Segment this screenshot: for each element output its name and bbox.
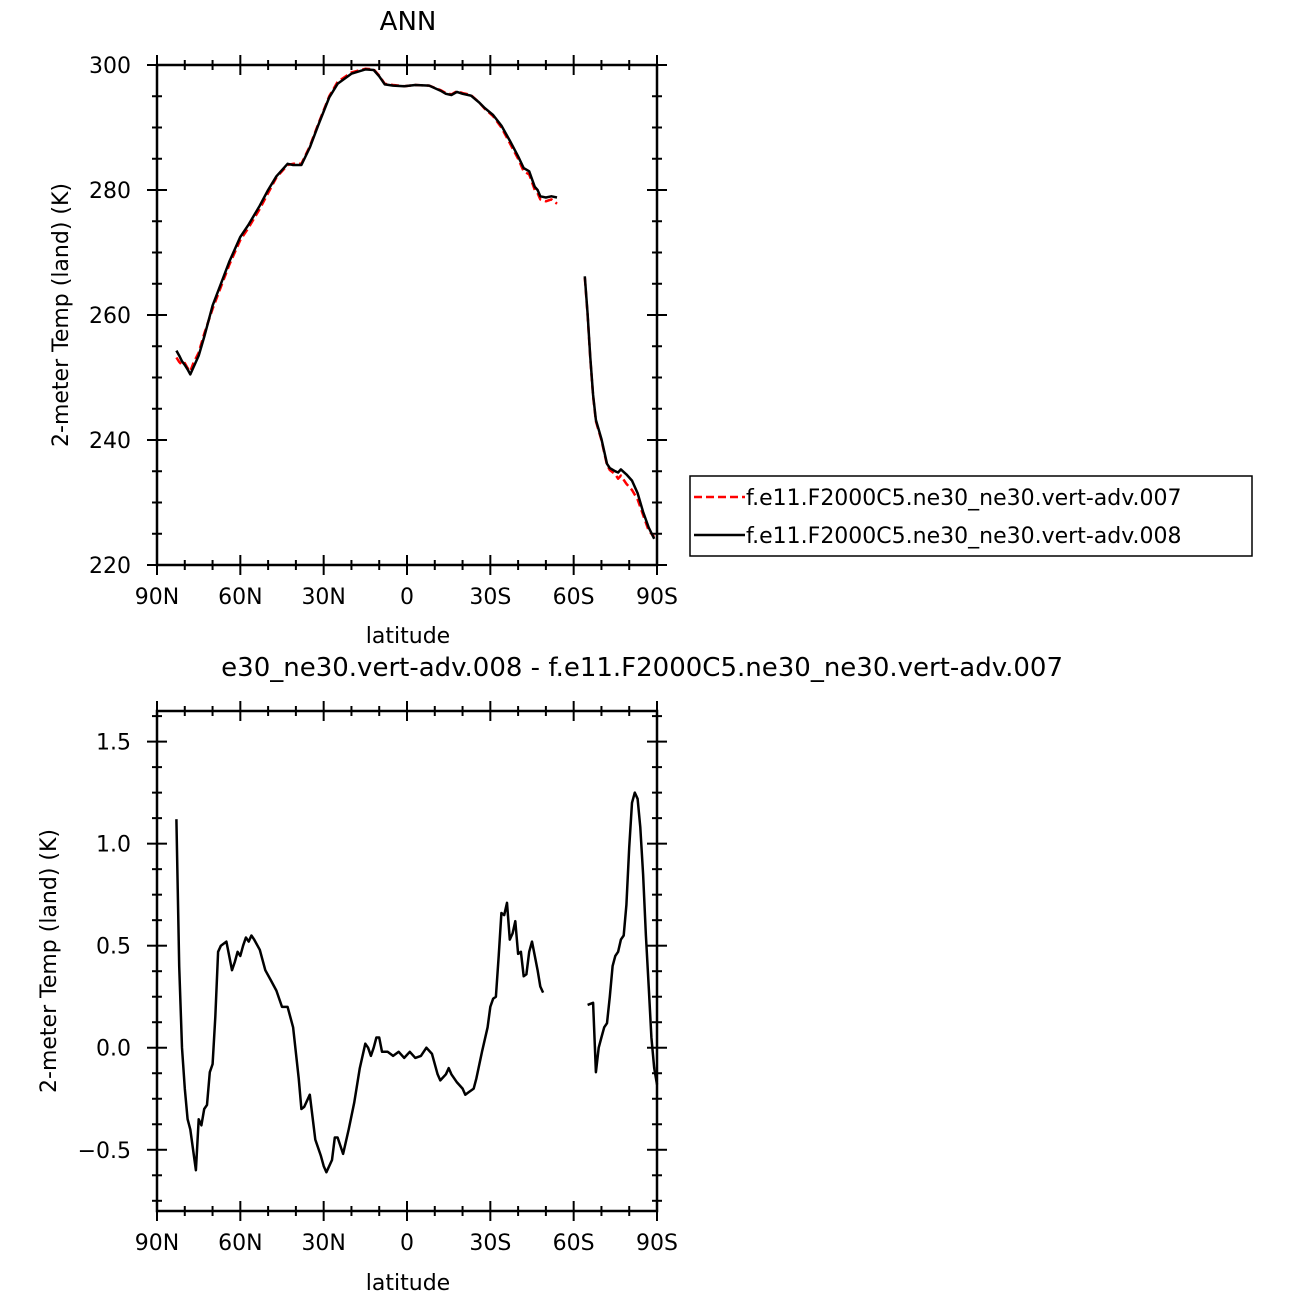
series-line	[175, 68, 558, 376]
chart-title: ANN	[380, 7, 437, 37]
tick-marks	[147, 55, 667, 575]
y-tick-label: 1.5	[96, 731, 131, 756]
tick-marks	[147, 701, 667, 1221]
y-tick-label: 0.5	[96, 935, 131, 960]
x-axis-label: latitude	[366, 624, 450, 649]
x-tick-label: 60S	[553, 1231, 595, 1256]
plot-frame	[155, 709, 659, 1213]
y-tick-label: 300	[89, 54, 131, 79]
legend-box	[689, 475, 1253, 557]
x-tick-label: 30N	[301, 585, 345, 610]
x-tick-label: 90N	[135, 1231, 179, 1256]
legend-label-007: f.e11.F2000C5.ne30_ne30.vert-adv.007	[746, 486, 1182, 511]
difference-title: e30_ne30.vert-adv.008 - f.e11.F2000C5.ne…	[221, 653, 1063, 683]
series-line	[587, 791, 659, 1085]
x-tick-label: 60N	[218, 1231, 262, 1256]
series-line	[583, 276, 656, 540]
x-tick-labels: 90N 60N 30N 0 30S 60S 90S	[135, 585, 678, 610]
x-tick-label: 30S	[469, 585, 511, 610]
x-tick-label: 30N	[301, 1231, 345, 1256]
legend-label-008: f.e11.F2000C5.ne30_ne30.vert-adv.008	[746, 524, 1182, 549]
y-tick-label: 280	[89, 179, 131, 204]
series-line	[175, 67, 558, 373]
series-line	[583, 277, 656, 538]
series-line	[175, 819, 545, 1174]
y-tick-label: −0.5	[78, 1139, 131, 1164]
x-tick-label: 0	[400, 585, 414, 610]
x-tick-label: 90S	[636, 585, 678, 610]
x-axis-label: latitude	[366, 1271, 450, 1296]
y-tick-label: 0.0	[96, 1037, 131, 1062]
y-tick-label: 240	[89, 429, 131, 454]
x-tick-label: 60N	[218, 585, 262, 610]
x-tick-label: 60S	[553, 585, 595, 610]
y-tick-label: 220	[89, 554, 131, 579]
x-tick-label: 90S	[636, 1231, 678, 1256]
y-tick-label: 1.0	[96, 833, 131, 858]
y-tick-labels: 220 240 260 280 300	[89, 54, 131, 579]
temperature-panel: ANN 90N 60N 30N 0 30S 60S 90S 220240260280300 …	[49, 7, 678, 649]
x-tick-label: 0	[400, 1231, 414, 1256]
x-tick-labels: 90N 60N 30N 0 30S 60S 90S	[135, 1231, 678, 1256]
y-tick-label: 260	[89, 304, 131, 329]
difference-panel: e30_ne30.vert-adv.008 - f.e11.F2000C5.ne…	[37, 653, 1063, 1296]
data-lines	[175, 67, 656, 540]
x-tick-label: 90N	[135, 585, 179, 610]
legend: f.e11.F2000C5.ne30_ne30.vert-adv.007 f.e…	[689, 475, 1253, 557]
y-axis-label: 2-meter Temp (land) (K)	[37, 829, 62, 1093]
x-tick-label: 30S	[469, 1231, 511, 1256]
plot-frame	[155, 63, 659, 567]
y-tick-labels: −0.5 0.0 0.5 1.0 1.5	[78, 731, 131, 1164]
data-lines	[175, 791, 659, 1174]
y-axis-label: 2-meter Temp (land) (K)	[49, 183, 74, 447]
